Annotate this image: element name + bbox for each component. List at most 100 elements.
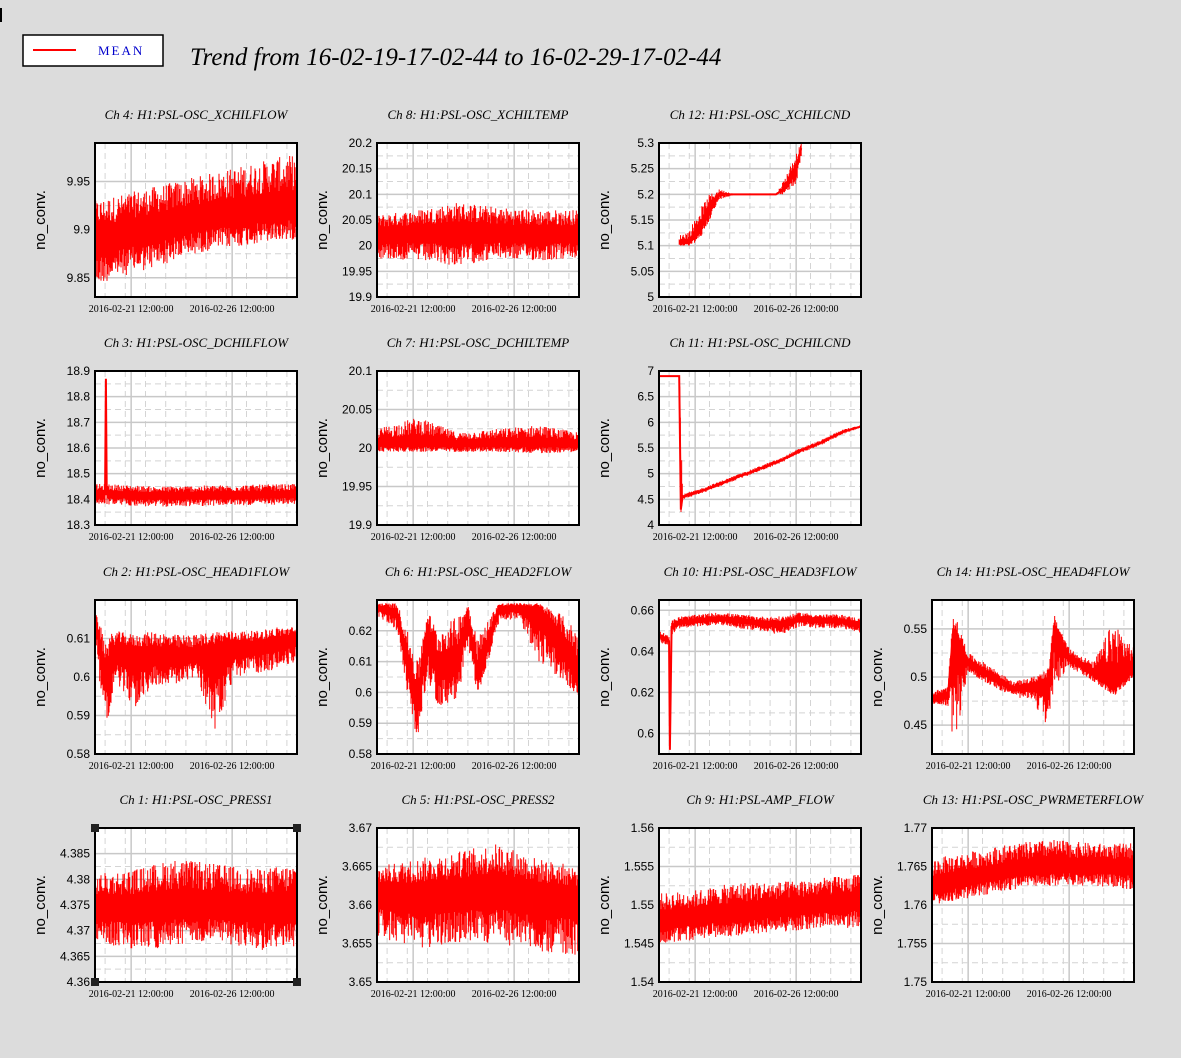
- chart-panel-3: 5 5.05 5.1 5.15 5.2 5.25 5.3 2016-02-21 12:00:0…: [596, 107, 862, 315]
- y-tick-label: 1.54: [631, 975, 655, 989]
- y-tick-label: 5.5: [637, 441, 654, 455]
- y-tick-label: 4: [647, 518, 654, 532]
- y-tick-label: 0.58: [67, 747, 91, 761]
- mean-series-line: [377, 231, 579, 236]
- x-tick-label: 2016-02-21 12:00:00: [371, 989, 456, 1000]
- x-tick-label: 2016-02-26 12:00:00: [190, 761, 275, 772]
- x-tick-label: 2016-02-26 12:00:00: [472, 989, 557, 1000]
- plot-frame: [658, 599, 862, 755]
- mean-series-line: [659, 617, 861, 750]
- x-tick-label: 2016-02-26 12:00:00: [472, 761, 557, 772]
- y-tick-label: 20.15: [342, 162, 372, 176]
- mean-series-line: [95, 615, 297, 681]
- y-axis-label: no_conv.: [869, 875, 886, 935]
- y-tick-label: 4.38: [67, 872, 91, 886]
- y-axis-label: no_conv.: [32, 190, 49, 250]
- y-tick-label: 0.5: [910, 670, 927, 684]
- plot-frame: [94, 827, 298, 983]
- y-tick-label: 5.1: [637, 239, 654, 253]
- plot-frame: [931, 827, 1135, 983]
- y-tick-label: 0.59: [349, 716, 373, 730]
- selection-handle[interactable]: [91, 824, 99, 832]
- chart-panel-10: 0.45 0.5 0.55 2016-02-21 12:00:00 2016-02-26…: [869, 564, 1135, 772]
- y-axis-label: no_conv.: [32, 647, 49, 707]
- y-tick-label: 1.56: [631, 821, 655, 835]
- min-max-envelope: [95, 612, 297, 729]
- x-tick-label: 2016-02-21 12:00:00: [371, 532, 456, 543]
- plot-frame: [931, 599, 1135, 755]
- y-tick-label: 1.545: [624, 937, 654, 951]
- x-tick-label: 2016-02-21 12:00:00: [89, 989, 174, 1000]
- y-axis-label: no_conv.: [596, 647, 613, 707]
- mean-series-line: [377, 605, 579, 709]
- trace-group: [95, 861, 297, 950]
- selection-handle[interactable]: [293, 978, 301, 986]
- trace-group: [95, 155, 297, 281]
- y-tick-label: 18.5: [67, 467, 91, 481]
- y-tick-label: 9.85: [67, 271, 91, 285]
- x-tick-label: 2016-02-21 12:00:00: [653, 989, 738, 1000]
- panel-title: Ch 13: H1:PSL-OSC_PWRMETERFLOW: [923, 792, 1144, 807]
- y-tick-label: 6: [647, 415, 654, 429]
- plot-frame: [94, 599, 298, 755]
- panel-title: Ch 9: H1:PSL-AMP_FLOW: [686, 792, 834, 807]
- y-tick-label: 18.9: [67, 364, 91, 378]
- y-tick-label: 18.3: [67, 518, 91, 532]
- plot-frame: [376, 142, 580, 298]
- y-axis-label: no_conv.: [596, 418, 613, 478]
- panel-title: Ch 11: H1:PSL-OSC_DCHILCND: [669, 335, 851, 350]
- x-tick-label: 2016-02-21 12:00:00: [89, 532, 174, 543]
- x-tick-label: 2016-02-21 12:00:00: [653, 304, 738, 315]
- x-tick-label: 2016-02-26 12:00:00: [754, 532, 839, 543]
- x-tick-label: 2016-02-21 12:00:00: [371, 761, 456, 772]
- chart-panel-2: 19.9 19.95 20 20.05 20.1 20.15 20.2 2016-02-21 …: [314, 107, 580, 315]
- y-tick-label: 0.45: [904, 718, 928, 732]
- selection-handle[interactable]: [293, 824, 301, 832]
- y-tick-label: 0.6: [73, 670, 90, 684]
- y-tick-label: 4.37: [67, 924, 91, 938]
- y-tick-label: 1.76: [904, 898, 928, 912]
- y-axis-label: no_conv.: [32, 875, 49, 935]
- y-tick-label: 19.9: [349, 290, 373, 304]
- x-tick-label: 2016-02-21 12:00:00: [926, 989, 1011, 1000]
- trace-group: [377, 418, 579, 454]
- chart-panel-4: 18.3 18.4 18.5 18.6 18.7 18.8 18.9 2016-02-21 1…: [32, 335, 298, 543]
- y-tick-label: 0.66: [631, 603, 655, 617]
- y-tick-label: 18.8: [67, 390, 91, 404]
- trace-group: [932, 839, 1134, 904]
- panel-title: Ch 5: H1:PSL-OSC_PRESS2: [401, 792, 555, 807]
- y-tick-label: 4.375: [60, 898, 90, 912]
- y-tick-label: 0.61: [349, 655, 373, 669]
- min-max-envelope: [659, 875, 861, 944]
- x-tick-label: 2016-02-26 12:00:00: [190, 304, 275, 315]
- y-tick-label: 4.365: [60, 949, 90, 963]
- y-tick-label: 19.95: [342, 480, 372, 494]
- y-tick-label: 3.67: [349, 821, 373, 835]
- x-tick-label: 2016-02-21 12:00:00: [371, 304, 456, 315]
- y-tick-label: 1.755: [897, 937, 927, 951]
- y-tick-label: 3.65: [349, 975, 373, 989]
- plot-frame: [94, 142, 298, 298]
- y-tick-label: 4.385: [60, 847, 90, 861]
- y-tick-label: 9.9: [73, 223, 90, 237]
- y-tick-label: 18.4: [67, 492, 91, 506]
- x-tick-label: 2016-02-21 12:00:00: [653, 532, 738, 543]
- chart-panel-1: 9.85 9.9 9.95 2016-02-21 12:00:00 2016-02-26…: [32, 107, 298, 315]
- y-axis-label: no_conv.: [596, 875, 613, 935]
- y-tick-label: 20: [359, 441, 373, 455]
- y-tick-label: 0.55: [904, 622, 928, 636]
- y-tick-label: 20.05: [342, 213, 372, 227]
- selection-handle[interactable]: [91, 978, 99, 986]
- mean-series-line: [95, 378, 297, 497]
- chart-panel-11: 4.36 4.365 4.37 4.375 4.38 4.385 2016-02-21 12…: [32, 792, 301, 1000]
- y-tick-label: 19.95: [342, 264, 372, 278]
- figure-title: Trend from 16-02-19-17-02-44 to 16-02-29…: [190, 44, 721, 71]
- panel-title: Ch 8: H1:PSL-OSC_XCHILTEMP: [387, 107, 568, 122]
- y-tick-label: 4.36: [67, 975, 91, 989]
- chart-panel-6: 4 4.5 5 5.5 6 6.5 7 2016-02-21 12:00:00 2016-02-…: [596, 335, 862, 543]
- panel-title: Ch 1: H1:PSL-OSC_PRESS1: [119, 792, 272, 807]
- x-tick-label: 2016-02-21 12:00:00: [653, 761, 738, 772]
- trace-group: [377, 844, 579, 958]
- mean-series-line: [659, 375, 861, 510]
